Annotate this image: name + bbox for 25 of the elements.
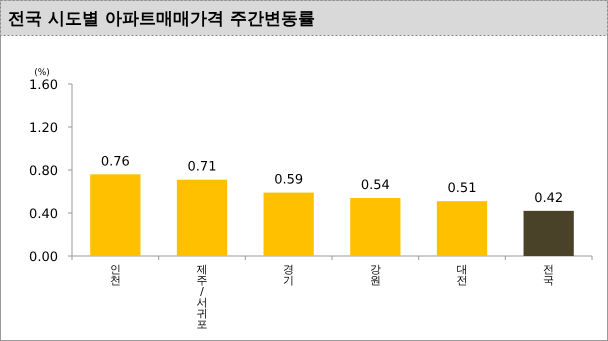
data-label: 0.51 xyxy=(448,181,476,196)
data-label: 0.71 xyxy=(188,160,216,175)
data-label: 0.76 xyxy=(100,154,130,170)
x-tick-label: 전국 xyxy=(543,263,554,287)
y-tick-label: 1.60 xyxy=(29,78,58,93)
bar xyxy=(436,201,488,256)
data-label: 0.59 xyxy=(274,172,304,188)
bar xyxy=(90,174,140,256)
y-tick-label: 0.80 xyxy=(29,164,58,179)
x-tick-label: 강원 xyxy=(370,263,381,287)
y-tick-label: 1.20 xyxy=(29,121,58,136)
x-tick-label: 인천 xyxy=(110,263,121,287)
y-tick-label: 0.00 xyxy=(29,250,58,265)
data-label: 0.54 xyxy=(360,178,390,193)
y-tick-label: 0.40 xyxy=(29,207,58,222)
bar xyxy=(176,180,228,256)
x-tick-label: 대전 xyxy=(456,263,468,287)
chart-title: 전국 시도별 아파트매매가격 주간변동률 xyxy=(8,9,315,29)
data-label: 0.42 xyxy=(534,190,564,206)
y-axis-title: (%) xyxy=(34,68,50,78)
bar xyxy=(264,192,314,256)
bar xyxy=(524,210,574,256)
bar xyxy=(350,198,400,256)
x-tick-label: 경기 xyxy=(283,263,294,287)
x-tick-label: 제주/서귀포 xyxy=(196,263,208,331)
